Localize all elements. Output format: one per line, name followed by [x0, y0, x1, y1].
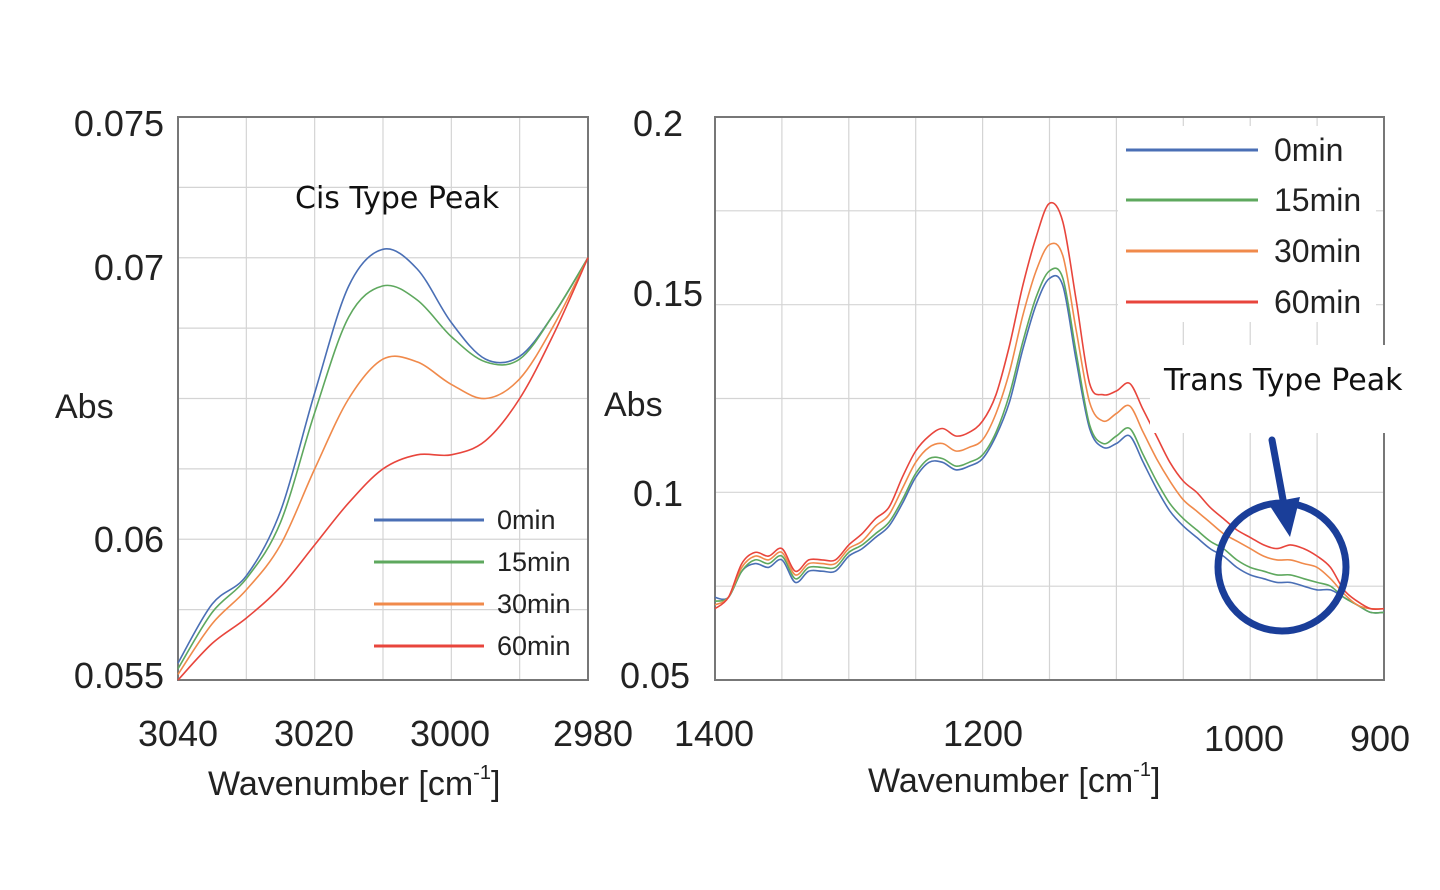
right-xlabel-main: Wavenumber [cm — [868, 762, 1133, 800]
left-series-15min — [177, 257, 589, 670]
left-ytick-0.07: 0.07 — [94, 247, 164, 288]
right-xlabel: Wavenumber [cm-1] — [868, 759, 1160, 800]
right-legend-label-2: 30min — [1274, 233, 1361, 269]
right-legend-background — [1118, 126, 1376, 322]
arrow-head — [1268, 497, 1300, 537]
left-ytick-0.06: 0.06 — [94, 519, 164, 560]
left-legend-label-0: 0min — [497, 505, 556, 535]
left-ytick-0.075: 0.075 — [74, 103, 164, 144]
right-xtick-900: 900 — [1350, 718, 1410, 759]
trans-peak-annotation: Trans Type Peak — [1163, 363, 1403, 398]
left-ylabel: Abs — [55, 388, 114, 426]
cis-chart: 0.075 0.07 0.06 0.055 3040 3020 3000 298… — [55, 103, 633, 803]
left-xlabel-close: ] — [491, 765, 500, 803]
right-ylabel: Abs — [604, 386, 663, 424]
right-series-30min — [714, 242, 1385, 610]
right-legend: 0min 15min 30min 60min — [1118, 126, 1376, 322]
left-xtick-3000: 3000 — [410, 713, 490, 754]
left-series-0min — [177, 248, 589, 664]
arrow-shaft — [1268, 436, 1288, 509]
right-ytick-0.05: 0.05 — [620, 655, 690, 696]
left-xlabel: Wavenumber [cm-1] — [208, 762, 500, 803]
right-ytick-0.15: 0.15 — [633, 273, 703, 314]
right-series-60min — [714, 201, 1385, 611]
right-xtick-1200: 1200 — [943, 713, 1023, 754]
left-xlabel-main: Wavenumber [cm — [208, 765, 473, 803]
left-xtick-2980: 2980 — [553, 713, 633, 754]
right-series-0min — [714, 274, 1385, 614]
right-legend-label-3: 60min — [1274, 284, 1361, 320]
right-xtick-1000: 1000 — [1204, 718, 1284, 759]
right-legend-label-1: 15min — [1274, 182, 1361, 218]
right-xtick-1400: 1400 — [674, 713, 754, 754]
left-ytick-0.055: 0.055 — [74, 655, 164, 696]
right-legend-label-0: 0min — [1274, 132, 1343, 168]
left-legend-label-2: 30min — [497, 589, 571, 619]
left-series — [177, 248, 589, 681]
left-legend-label-3: 60min — [497, 631, 571, 661]
left-series-30min — [177, 257, 589, 675]
cis-peak-annotation: Cis Type Peak — [295, 181, 500, 216]
right-series — [714, 201, 1385, 614]
left-xtick-3020: 3020 — [274, 713, 354, 754]
left-xlabel-sup: -1 — [473, 762, 491, 784]
right-ytick-0.2: 0.2 — [633, 103, 683, 144]
right-xlabel-sup: -1 — [1133, 759, 1151, 781]
left-legend: 0min 15min 30min 60min — [374, 505, 571, 661]
right-series-15min — [714, 267, 1385, 614]
trans-annotation-background — [1150, 345, 1432, 433]
right-ytick-0.1: 0.1 — [633, 473, 683, 514]
left-legend-label-1: 15min — [497, 547, 571, 577]
left-plot-frame — [177, 116, 589, 681]
trans-chart: 0.2 0.15 0.1 0.05 1400 1200 1000 900 Abs… — [604, 103, 1432, 800]
left-xtick-3040: 3040 — [138, 713, 218, 754]
left-series-60min — [177, 257, 589, 681]
right-xlabel-close: ] — [1151, 762, 1160, 800]
